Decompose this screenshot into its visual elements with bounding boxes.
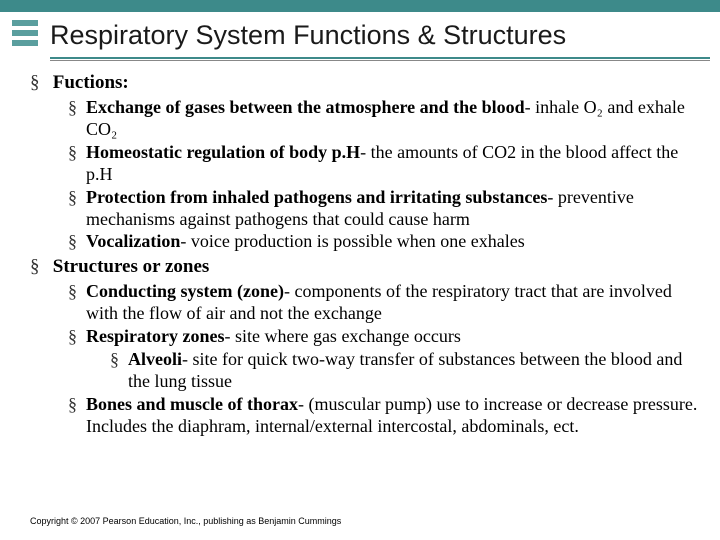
section-heading: Structures or zones Conducting system (z… [30,255,700,437]
list-item: Respiratory zones- site where gas exchan… [68,326,700,393]
list-item: Homeostatic regulation of body p.H- the … [68,142,700,186]
heading-text: Structures or zones [53,256,210,277]
list-item: Protection from inhaled pathogens and ir… [68,187,700,231]
list-item: Vocalization- voice production is possib… [68,231,700,253]
list-item: Conducting system (zone)- components of … [68,281,700,325]
list-item: Bones and muscle of thorax- (muscular pu… [68,394,700,438]
copyright: Copyright © 2007 Pearson Education, Inc.… [30,516,341,526]
title-underline [50,57,710,59]
header-bar [0,0,720,12]
content: Fuctions: Exchange of gases between the … [0,61,720,438]
list-item: Alveoli- site for quick two-way transfer… [110,349,700,393]
page-title: Respiratory System Functions & Structure… [50,20,710,51]
section-heading: Fuctions: Exchange of gases between the … [30,71,700,253]
heading-text: Fuctions: [53,72,129,93]
logo-decor [12,20,38,50]
list-item: Exchange of gases between the atmosphere… [68,97,700,141]
title-wrap: Respiratory System Functions & Structure… [0,12,720,55]
